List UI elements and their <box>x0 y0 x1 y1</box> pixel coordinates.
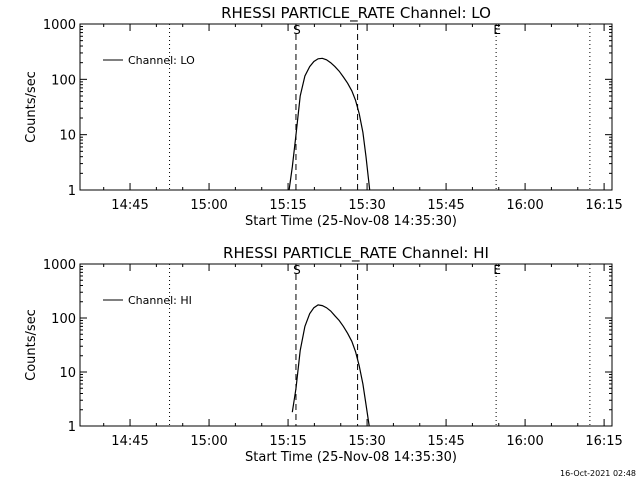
marker-label: E <box>493 23 501 37</box>
timestamp: 16-Oct-2021 02:48 <box>560 469 636 478</box>
y-axis-label: Counts/sec <box>24 309 39 381</box>
marker-label: E <box>493 263 501 277</box>
marker-label: S <box>293 23 301 37</box>
y-tick-label: 1 <box>68 420 76 435</box>
y-tick-label: 10 <box>59 129 76 144</box>
x-axis-label: Start Time (25-Nov-08 14:35:30) <box>245 450 457 465</box>
series-line-channel-hi <box>291 304 370 427</box>
marker-label: S <box>293 263 301 277</box>
series-line-channel-lo <box>288 57 371 191</box>
x-axis-label: Start Time (25-Nov-08 14:35:30) <box>245 214 457 229</box>
chart-title: RHESSI PARTICLE_RATE Channel: HI <box>223 244 489 263</box>
y-tick-label: 100 <box>51 312 76 327</box>
x-tick-label: 15:00 <box>190 198 227 213</box>
plot-frame <box>79 263 613 427</box>
plot-frame <box>79 23 613 191</box>
x-tick-label: 15:15 <box>269 434 306 449</box>
y-tick-label: 1000 <box>43 18 76 33</box>
y-axis-label: Counts/sec <box>24 71 39 143</box>
x-tick-label: 16:00 <box>506 434 543 449</box>
y-tick-label: 100 <box>51 73 76 88</box>
x-tick-label: 14:45 <box>111 434 148 449</box>
y-tick-label: 1000 <box>43 258 76 273</box>
x-tick-label: 15:30 <box>348 198 385 213</box>
chart-title: RHESSI PARTICLE_RATE Channel: LO <box>221 4 491 23</box>
legend-label: Channel: LO <box>128 54 195 67</box>
x-tick-label: 15:30 <box>348 434 385 449</box>
x-tick-label: 16:15 <box>585 198 622 213</box>
x-tick-label: 15:15 <box>269 198 306 213</box>
y-tick-label: 10 <box>59 366 76 381</box>
chart-panel-2: RHESSI PARTICLE_RATE Channel: HI Start Ti… <box>24 244 623 465</box>
x-tick-label: 15:00 <box>190 434 227 449</box>
x-tick-label: 15:45 <box>427 198 464 213</box>
legend-label: Channel: HI <box>128 294 192 307</box>
chart-panel-1: RHESSI PARTICLE_RATE Channel: LO Start Ti… <box>24 4 623 229</box>
x-tick-label: 15:45 <box>427 434 464 449</box>
x-tick-label: 14:45 <box>111 198 148 213</box>
x-tick-label: 16:00 <box>506 198 543 213</box>
x-tick-label: 16:15 <box>585 434 622 449</box>
y-tick-label: 1 <box>68 184 76 199</box>
